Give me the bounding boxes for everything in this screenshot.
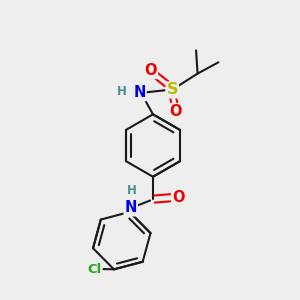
Text: O: O xyxy=(172,190,184,205)
Text: H: H xyxy=(117,85,127,98)
Text: Cl: Cl xyxy=(88,263,102,276)
Text: H: H xyxy=(127,184,137,196)
Text: S: S xyxy=(167,82,178,98)
Text: N: N xyxy=(124,200,137,215)
Text: N: N xyxy=(134,85,146,100)
Text: O: O xyxy=(145,63,157,78)
Text: O: O xyxy=(169,104,182,119)
